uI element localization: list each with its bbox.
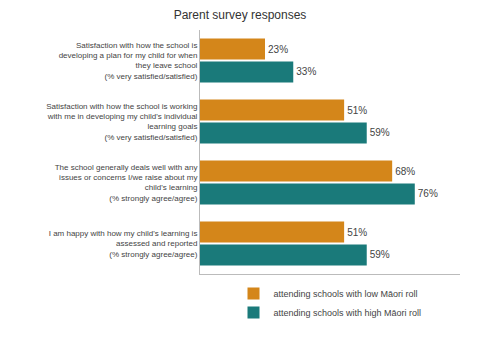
svg-text:I am happy with how my child's: I am happy with how my child's learning … xyxy=(49,229,198,259)
svg-text:The school generally deals wel: The school generally deals well with any… xyxy=(55,163,198,203)
svg-text:59%: 59% xyxy=(370,249,390,260)
svg-text:59%: 59% xyxy=(370,127,390,138)
svg-text:68%: 68% xyxy=(395,166,415,177)
svg-text:51%: 51% xyxy=(347,105,367,116)
svg-text:attending schools with high Mā: attending schools with high Māori roll xyxy=(274,308,422,318)
svg-text:33%: 33% xyxy=(296,66,316,77)
svg-text:Satisfaction with how the scho: Satisfaction with how the school isdevel… xyxy=(59,41,198,81)
svg-text:51%: 51% xyxy=(347,227,367,238)
svg-text:23%: 23% xyxy=(268,44,288,55)
svg-text:76%: 76% xyxy=(418,188,438,199)
svg-text:Parent survey responses: Parent survey responses xyxy=(174,8,307,22)
svg-text:Satisfaction with how the scho: Satisfaction with how the school is work… xyxy=(46,102,198,142)
svg-text:attending schools with low Māo: attending schools with low Māori roll xyxy=(274,289,418,299)
